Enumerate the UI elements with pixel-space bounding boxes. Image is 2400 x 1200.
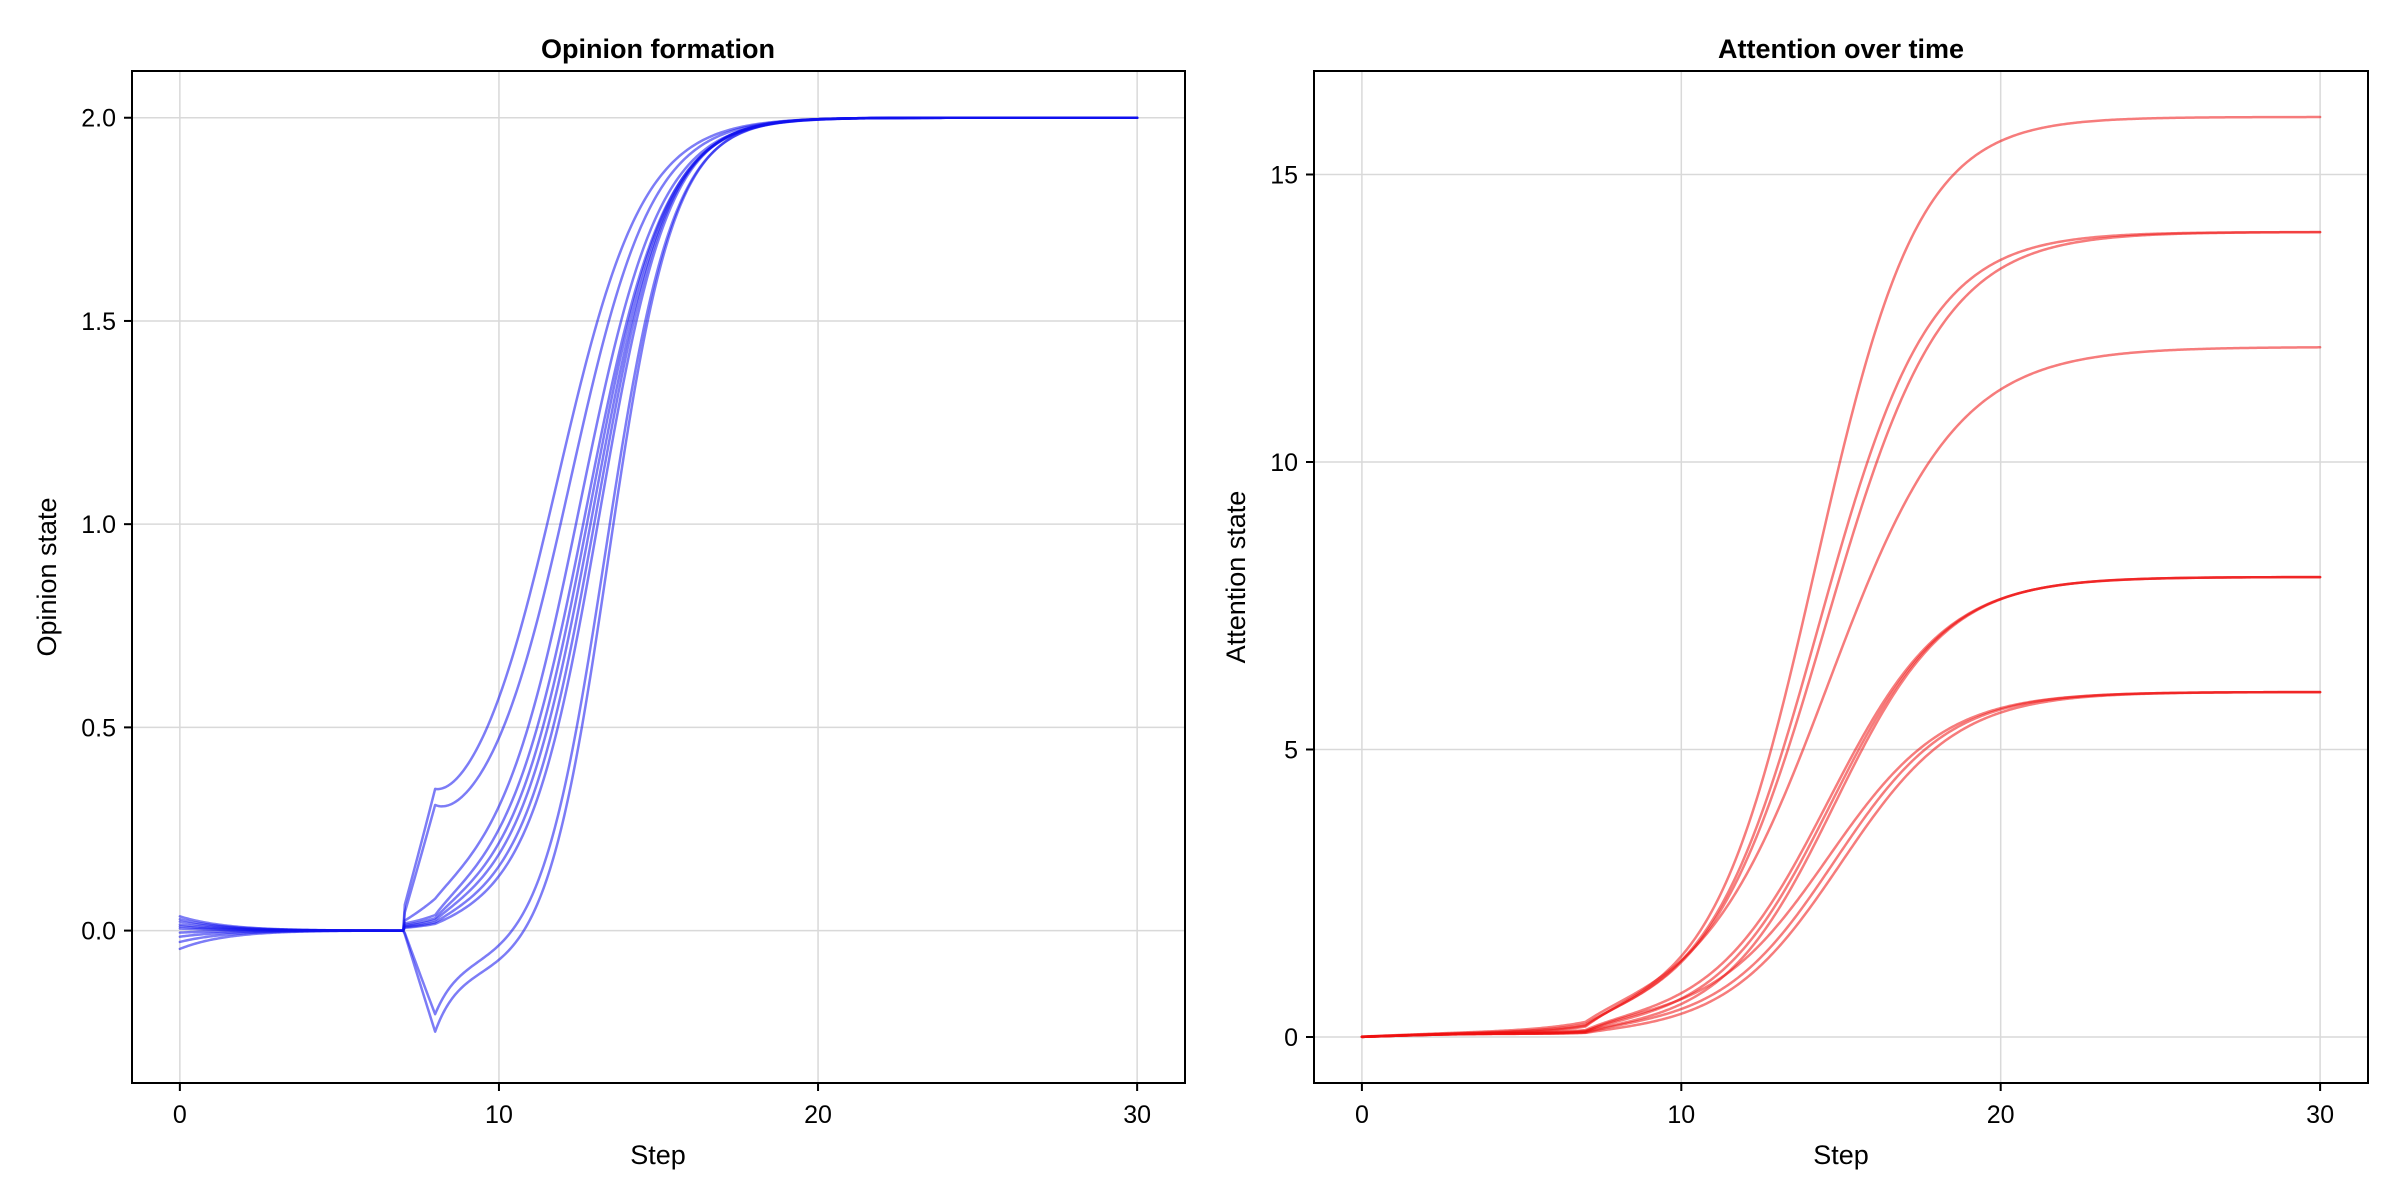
y-tick-label: 5 <box>1284 737 1298 765</box>
y-tick-label: 0.5 <box>81 714 116 742</box>
y-tick-label: 0 <box>1284 1024 1298 1052</box>
x-tick-label: 10 <box>485 1101 513 1129</box>
ticks: 0 10 20 30 0.0 0.5 1.0 1.5 2.0 <box>81 105 1151 1129</box>
attention-over-time-panel: Attention over time 0 10 20 30 0 5 10 15 Step A… <box>1221 34 2369 1170</box>
x-tick-label: 30 <box>1123 1101 1151 1129</box>
plot-frame <box>131 70 1186 1084</box>
y-tick-label: 0.0 <box>81 918 116 946</box>
series-line <box>1360 575 2322 1039</box>
y-tick-label: 1.5 <box>81 308 116 336</box>
ticks: 0 10 20 30 0 5 10 15 <box>1270 162 2334 1130</box>
series-line <box>178 116 1139 1033</box>
x-tick-label: 20 <box>1987 1101 2015 1129</box>
grid <box>1314 71 2368 1083</box>
series-line <box>1360 230 2322 1039</box>
y-tick-label: 10 <box>1270 449 1298 477</box>
y-axis-label: Attention state <box>1221 491 1251 664</box>
plot-frame <box>1313 70 2369 1084</box>
y-tick-label: 2.0 <box>81 105 116 133</box>
x-tick-label: 0 <box>173 1101 187 1129</box>
series-line <box>1360 575 2322 1039</box>
y-axis-label: Opinion state <box>32 497 62 656</box>
chart-title: Attention over time <box>1718 34 1964 64</box>
series-group <box>178 116 1139 1033</box>
series-line <box>1360 230 2322 1038</box>
x-axis-label: Step <box>630 1140 686 1170</box>
x-tick-label: 30 <box>2306 1101 2334 1129</box>
x-tick-label: 20 <box>804 1101 832 1129</box>
x-tick-label: 10 <box>1667 1101 1695 1129</box>
y-tick-label: 1.0 <box>81 511 116 539</box>
opinion-formation-panel: Opinion formation 0 10 20 30 0.0 0.5 1.0 1.5 2.0… <box>32 34 1186 1170</box>
series-line <box>1360 346 2322 1038</box>
series-line <box>178 116 1139 1016</box>
series-line <box>1360 575 2322 1039</box>
y-tick-label: 15 <box>1270 162 1298 190</box>
series-line <box>178 116 1139 938</box>
series-group <box>1360 115 2322 1039</box>
series-line <box>1360 690 2322 1039</box>
x-tick-label: 0 <box>1355 1101 1369 1129</box>
chart-title: Opinion formation <box>541 34 775 64</box>
x-axis-label: Step <box>1813 1140 1869 1170</box>
